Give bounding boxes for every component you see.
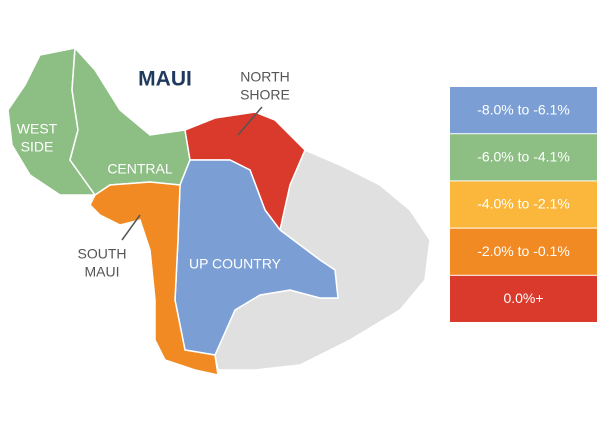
map-title: MAUI: [138, 68, 192, 91]
legend-swatch: [450, 87, 597, 134]
region-label: UP COUNTRY: [189, 256, 282, 272]
region-label: WEST: [17, 121, 58, 137]
leader-line: [237, 106, 263, 136]
region-label: NORTH: [240, 69, 290, 85]
legend-swatch: [450, 134, 597, 181]
region-label: CENTRAL: [107, 161, 173, 177]
legend-label: -6.0% to -4.1%: [477, 149, 570, 165]
region-south-maui: [89, 181, 219, 376]
legend-swatch: [450, 181, 597, 228]
legend-label: -4.0% to -2.1%: [477, 196, 570, 212]
region-label: SHORE: [240, 87, 290, 103]
legend-label: -8.0% to -6.1%: [477, 101, 570, 117]
legend-swatch: [450, 275, 597, 322]
region-label: MAUI: [85, 264, 120, 280]
legend-label: -2.0% to -0.1%: [477, 243, 570, 259]
legend-label: 0.0%+: [503, 290, 543, 306]
region-label: SIDE: [21, 139, 54, 155]
region-label: SOUTH: [78, 246, 127, 262]
legend-swatch: [450, 228, 597, 275]
leader-line: [121, 214, 141, 241]
